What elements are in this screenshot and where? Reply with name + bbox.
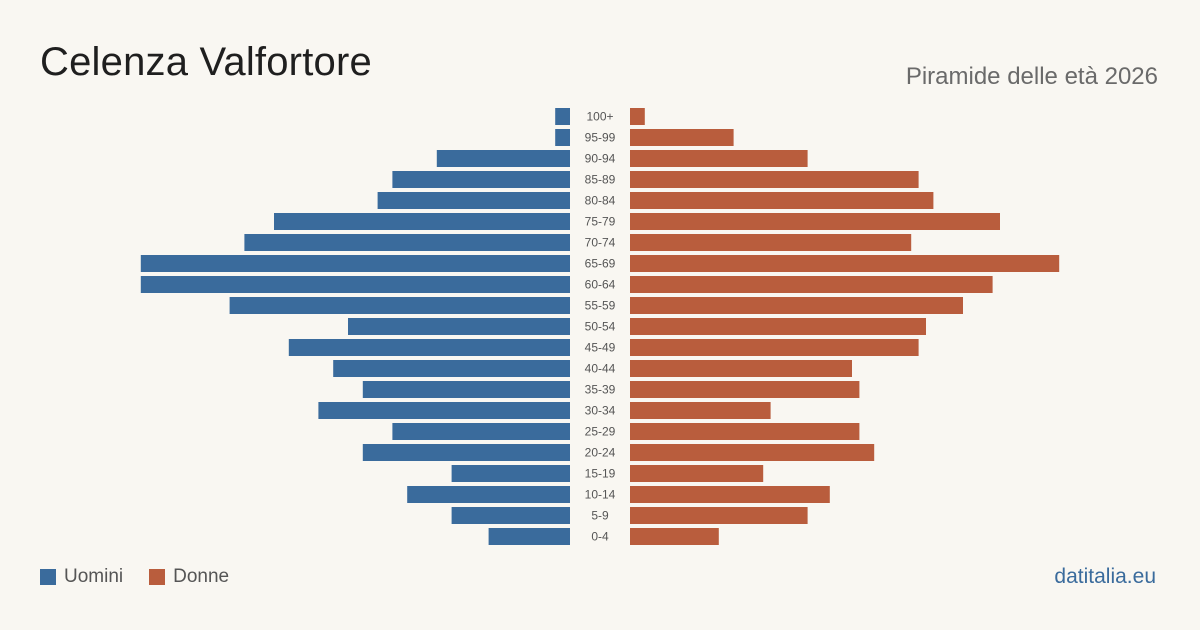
bar-women-65-69 [630, 255, 1060, 272]
age-label-25-29: 25-29 [585, 425, 616, 439]
age-label-40-44: 40-44 [585, 362, 616, 376]
bar-men-85-89 [392, 171, 570, 188]
age-label-35-39: 35-39 [585, 383, 616, 397]
age-label-85-89: 85-89 [585, 173, 616, 187]
age-label-55-59: 55-59 [585, 299, 616, 313]
bar-women-20-24 [630, 444, 875, 461]
bar-men-50-54 [348, 318, 570, 335]
age-label-100+: 100+ [586, 110, 613, 124]
age-label-15-19: 15-19 [585, 467, 616, 481]
bar-women-55-59 [630, 297, 963, 314]
bar-men-20-24 [362, 444, 570, 461]
legend-label-men: Uomini [64, 566, 124, 587]
bar-women-0-4 [630, 528, 719, 545]
legend-swatch-men [40, 569, 56, 585]
bar-men-95-99 [555, 129, 570, 146]
bar-men-10-14 [407, 486, 570, 503]
age-label-80-84: 80-84 [585, 194, 616, 208]
bar-men-5-9 [451, 507, 570, 524]
bar-men-40-44 [333, 360, 570, 377]
age-label-0-4: 0-4 [591, 530, 609, 544]
chart-subtitle: Piramide delle età 2026 [905, 63, 1158, 90]
bar-men-15-19 [451, 465, 570, 482]
age-label-50-54: 50-54 [585, 320, 616, 334]
legend-item-men: Uomini [40, 566, 123, 588]
chart-title: Celenza Valfortore [40, 40, 372, 84]
bar-men-30-34 [318, 402, 570, 419]
legend-label-women: Donne [173, 566, 230, 587]
bar-men-75-79 [274, 213, 570, 230]
age-label-20-24: 20-24 [585, 446, 616, 460]
bar-women-35-39 [630, 381, 860, 398]
bar-women-95-99 [630, 129, 734, 146]
bar-men-65-69 [140, 255, 571, 272]
bar-women-45-49 [630, 339, 919, 356]
bar-men-55-59 [229, 297, 570, 314]
brand-link[interactable]: datitalia.eu [1054, 565, 1156, 588]
bar-women-5-9 [630, 507, 808, 524]
age-label-5-9: 5-9 [591, 509, 609, 523]
bar-women-60-64 [630, 276, 993, 293]
age-label-70-74: 70-74 [585, 236, 616, 250]
bar-women-40-44 [630, 360, 852, 377]
age-label-65-69: 65-69 [585, 257, 616, 271]
bar-men-80-84 [377, 192, 570, 209]
legend-item-women: Donne [149, 566, 229, 588]
bar-women-25-29 [630, 423, 860, 440]
age-label-30-34: 30-34 [585, 404, 616, 418]
bar-men-70-74 [244, 234, 570, 251]
bar-men-25-29 [392, 423, 570, 440]
bar-women-85-89 [630, 171, 919, 188]
bar-men-0-4 [488, 528, 570, 545]
age-label-90-94: 90-94 [585, 152, 616, 166]
age-label-75-79: 75-79 [585, 215, 616, 229]
age-label-45-49: 45-49 [585, 341, 616, 355]
bar-women-15-19 [630, 465, 764, 482]
bar-women-75-79 [630, 213, 1000, 230]
bar-women-80-84 [630, 192, 934, 209]
bar-women-90-94 [630, 150, 808, 167]
age-label-10-14: 10-14 [585, 488, 616, 502]
legend: Uomini Donne [40, 566, 255, 588]
age-label-95-99: 95-99 [585, 131, 616, 145]
bar-men-45-49 [288, 339, 570, 356]
bar-men-90-94 [436, 150, 570, 167]
bar-women-50-54 [630, 318, 926, 335]
bar-women-100+ [630, 108, 645, 125]
legend-swatch-women [149, 569, 166, 585]
bar-men-100+ [555, 108, 570, 125]
bar-women-70-74 [630, 234, 912, 251]
bar-women-30-34 [630, 402, 771, 419]
bar-men-60-64 [140, 276, 571, 293]
age-label-60-64: 60-64 [585, 278, 616, 292]
bar-men-35-39 [362, 381, 570, 398]
bar-women-10-14 [630, 486, 830, 503]
